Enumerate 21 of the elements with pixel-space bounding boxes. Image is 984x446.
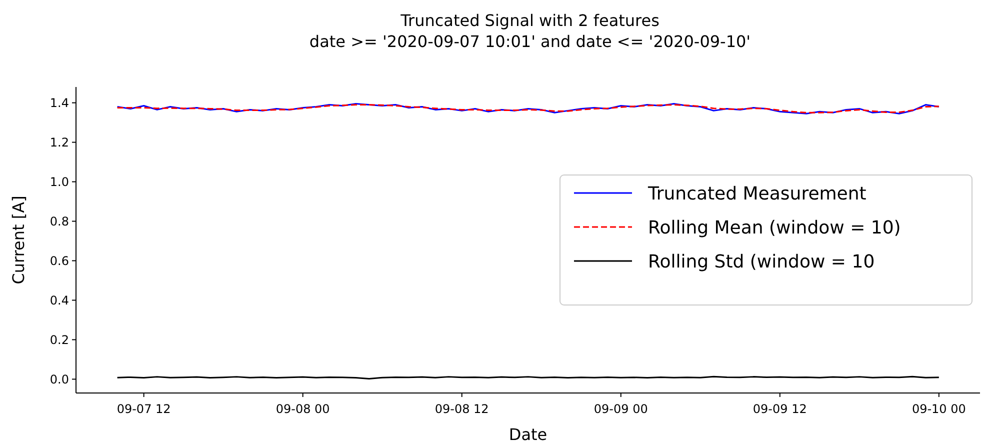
y-tick-label: 1.0 — [50, 174, 69, 189]
y-tick-label: 0.8 — [50, 214, 69, 228]
legend-label: Truncated Measurement — [647, 183, 866, 204]
x-tick-label: 09-08 00 — [276, 402, 330, 416]
y-tick-label: 0.6 — [50, 254, 69, 268]
x-tick-label: 09-09 00 — [594, 402, 648, 416]
y-tick-label: 1.4 — [50, 96, 69, 110]
legend-label: Rolling Std (window = 10 — [648, 251, 875, 272]
legend-label: Rolling Mean (window = 10) — [648, 217, 901, 238]
x-tick-label: 09-09 12 — [752, 402, 807, 416]
y-tick-label: 0.0 — [50, 372, 69, 386]
chart-title: Truncated Signal with 2 features — [400, 11, 660, 30]
chart-subtitle: date >= '2020-09-07 10:01' and date <= '2020-09-10' — [309, 32, 751, 51]
y-tick-label: 0.2 — [50, 332, 69, 347]
y-tick-label: 1.2 — [50, 135, 69, 150]
x-tick-label: 09-07 12 — [116, 402, 171, 416]
x-axis-title: Date — [508, 425, 548, 444]
y-tick-label: 0.4 — [50, 293, 69, 308]
x-tick-label: 09-10 00 — [912, 402, 966, 416]
x-tick-label: 09-08 12 — [434, 402, 489, 416]
y-axis-title: Current [A] — [9, 196, 28, 284]
